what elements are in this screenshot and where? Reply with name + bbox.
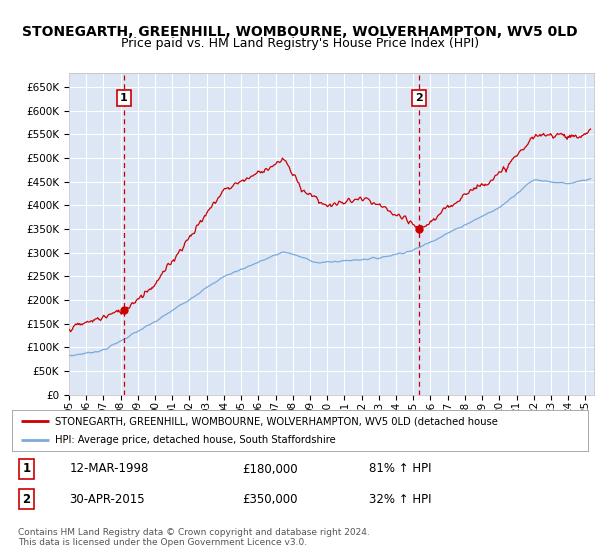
Text: Contains HM Land Registry data © Crown copyright and database right 2024.
This d: Contains HM Land Registry data © Crown c…: [18, 528, 370, 547]
Text: 1: 1: [22, 463, 31, 475]
Text: HPI: Average price, detached house, South Staffordshire: HPI: Average price, detached house, Sout…: [55, 435, 336, 445]
Text: £180,000: £180,000: [242, 463, 298, 475]
Text: 12-MAR-1998: 12-MAR-1998: [70, 463, 149, 475]
Text: 1: 1: [120, 93, 128, 103]
Text: Price paid vs. HM Land Registry's House Price Index (HPI): Price paid vs. HM Land Registry's House …: [121, 37, 479, 50]
Text: 32% ↑ HPI: 32% ↑ HPI: [369, 493, 431, 506]
Text: 81% ↑ HPI: 81% ↑ HPI: [369, 463, 431, 475]
Text: STONEGARTH, GREENHILL, WOMBOURNE, WOLVERHAMPTON, WV5 0LD (detached house: STONEGARTH, GREENHILL, WOMBOURNE, WOLVER…: [55, 417, 498, 426]
Text: 2: 2: [415, 93, 423, 103]
Text: 30-APR-2015: 30-APR-2015: [70, 493, 145, 506]
Text: 2: 2: [22, 493, 31, 506]
Text: STONEGARTH, GREENHILL, WOMBOURNE, WOLVERHAMPTON, WV5 0LD: STONEGARTH, GREENHILL, WOMBOURNE, WOLVER…: [22, 26, 578, 39]
Text: £350,000: £350,000: [242, 493, 298, 506]
